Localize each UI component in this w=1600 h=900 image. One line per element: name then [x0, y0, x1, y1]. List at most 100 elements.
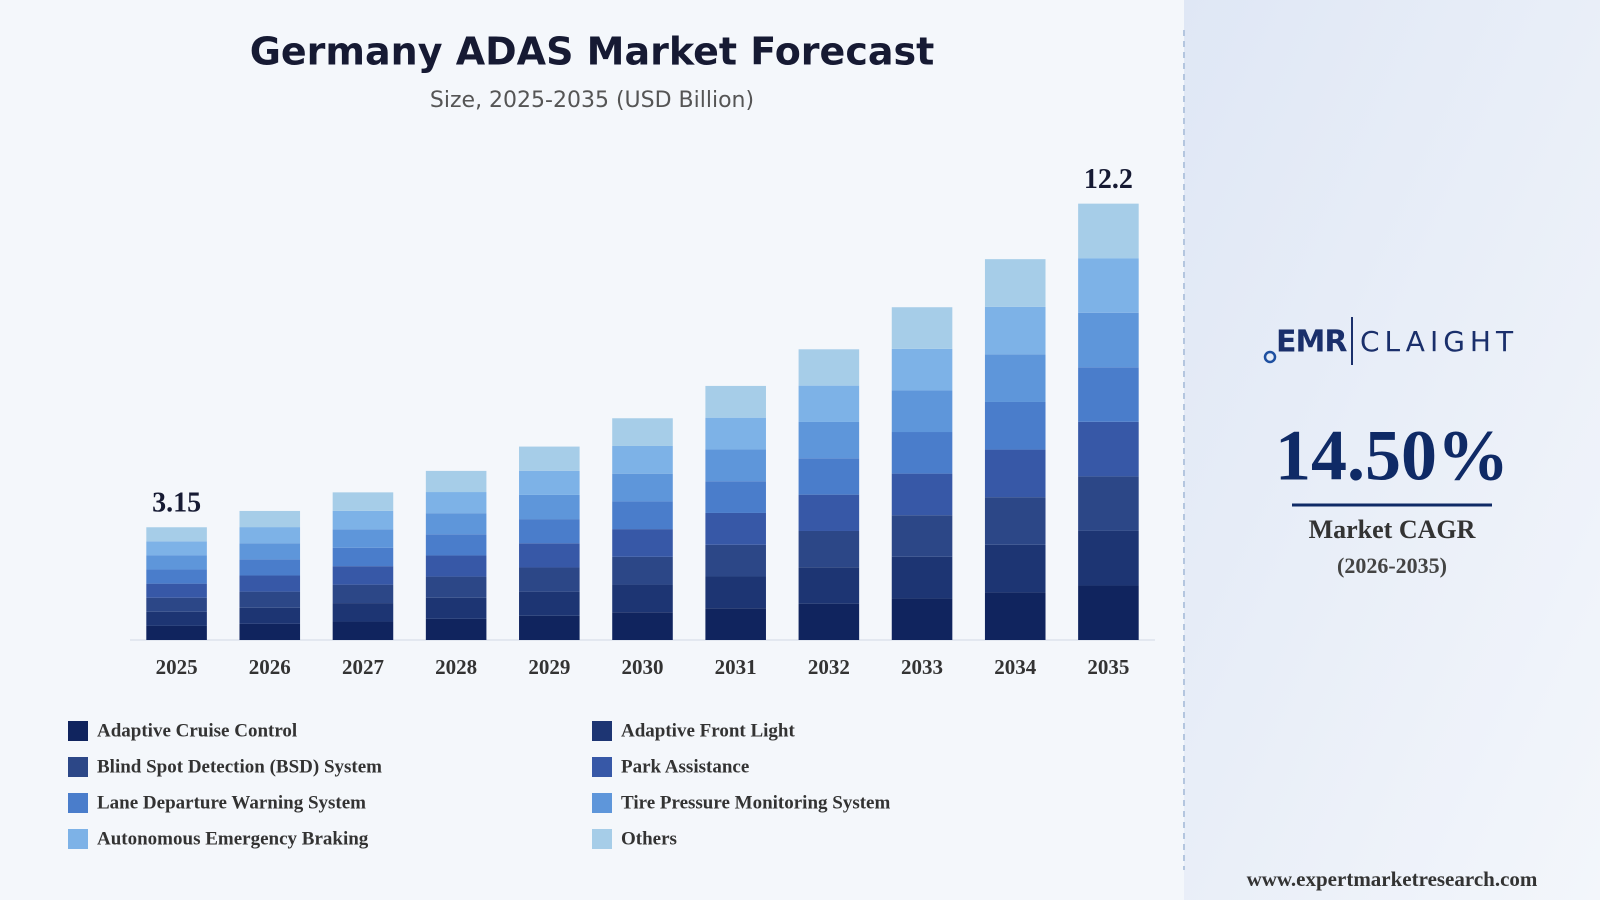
legend-label: Adaptive Front Light — [621, 720, 796, 741]
bar-segment — [705, 512, 766, 545]
bar-segment — [239, 543, 301, 560]
bar-segment — [798, 458, 860, 495]
bar-segment — [891, 390, 953, 433]
bar-segment — [984, 259, 1046, 307]
bar-segment — [332, 621, 394, 640]
chart-title: Germany ADAS Market Forecast — [250, 30, 935, 74]
legend-swatch — [592, 793, 612, 813]
bar-segment — [612, 584, 673, 613]
bar-segment — [984, 592, 1046, 640]
bar-segment — [612, 612, 673, 640]
bar-segment — [332, 492, 394, 511]
bar-segment — [146, 625, 207, 640]
legend-swatch — [68, 757, 88, 777]
bar-segment — [1078, 203, 1139, 259]
bar-segment — [332, 510, 394, 530]
bar-segment — [146, 527, 207, 542]
bar-segment — [1078, 476, 1139, 531]
logo-dot — [1263, 350, 1277, 364]
bar-segment — [425, 492, 487, 514]
bar-segment — [705, 608, 766, 640]
legend-label: Blind Spot Detection (BSD) System — [97, 756, 382, 777]
bar-segment — [239, 527, 301, 544]
bar-segment — [146, 569, 207, 584]
bar-segment — [425, 534, 487, 556]
bar-segment — [798, 421, 860, 459]
bar-segment — [798, 603, 860, 640]
x-tick-label: 2035 — [1087, 655, 1129, 679]
bar-segment — [705, 481, 766, 513]
bar-segment — [146, 611, 207, 626]
bar-segment — [519, 494, 580, 520]
bar-segment — [984, 306, 1046, 355]
bar-segment — [984, 497, 1046, 545]
cagr-period: (2026-2035) — [1337, 553, 1447, 578]
bar-segment — [519, 470, 580, 495]
bar-segment — [612, 501, 673, 530]
x-tick-label: 2032 — [808, 655, 850, 679]
bar-segment — [519, 567, 580, 592]
bar-segment — [984, 544, 1046, 593]
bar-segment — [798, 349, 860, 386]
bar-segment — [146, 541, 207, 556]
logo-right: CLAIGHT — [1360, 325, 1518, 358]
bar-segment — [332, 566, 394, 585]
website: www.expertmarketresearch.com — [1247, 867, 1538, 891]
bar-segment — [1078, 585, 1139, 640]
bar-segment — [891, 348, 953, 391]
bar-segment — [239, 607, 301, 624]
bar-segment — [612, 445, 673, 474]
bar-segment — [519, 519, 580, 544]
x-tick-label: 2030 — [622, 655, 664, 679]
legend-label: Park Assistance — [621, 756, 749, 777]
bar-segment — [425, 470, 487, 493]
bar-segment — [798, 385, 860, 422]
total-label: 12.2 — [1084, 164, 1133, 195]
bar-segment — [519, 543, 580, 568]
side-panel — [1184, 0, 1600, 900]
bar-segment — [705, 449, 766, 482]
legend-label: Others — [621, 828, 677, 849]
bar-segment — [891, 432, 953, 474]
bar-segment — [146, 555, 207, 570]
bar-segment — [146, 583, 207, 598]
legend-label: Autonomous Emergency Braking — [97, 828, 369, 849]
chart-subtitle: Size, 2025-2035 (USD Billion) — [430, 88, 754, 113]
bar-segment — [1078, 367, 1139, 422]
legend-swatch — [592, 721, 612, 741]
bar-segment — [891, 307, 953, 349]
legend-swatch — [68, 793, 88, 813]
bar-segment — [239, 510, 301, 528]
x-tick-label: 2025 — [156, 655, 198, 679]
legend-label: Adaptive Cruise Control — [97, 720, 297, 741]
x-tick-label: 2028 — [435, 655, 477, 679]
cagr-label: Market CAGR — [1309, 515, 1476, 544]
total-label: 3.15 — [152, 488, 201, 519]
x-tick-label: 2029 — [528, 655, 570, 679]
bar-segment — [425, 576, 487, 598]
bar-segment — [519, 615, 580, 640]
logo: EMR CLAIGHT — [1263, 317, 1518, 365]
bar-segment — [891, 515, 953, 557]
legend-swatch — [68, 721, 88, 741]
bar-segment — [891, 598, 953, 640]
bar-segment — [425, 597, 487, 619]
legend-label: Tire Pressure Monitoring System — [621, 792, 890, 813]
bar-segment — [798, 567, 860, 604]
bar-segment — [1078, 312, 1139, 368]
bar-segment — [425, 555, 487, 577]
bar-segment — [798, 530, 860, 568]
legend-label: Lane Departure Warning System — [97, 792, 366, 813]
x-tick-label: 2026 — [249, 655, 291, 679]
bar-segment — [146, 597, 207, 612]
bar-segment — [239, 559, 301, 576]
bar-segment — [332, 603, 394, 622]
bar-segment — [705, 544, 766, 577]
bar-segment — [984, 449, 1046, 498]
bar-segment — [332, 584, 394, 604]
bar-segment — [519, 446, 580, 471]
bar-segment — [239, 591, 301, 608]
bar-segment — [519, 591, 580, 616]
bar-segment — [1078, 530, 1139, 586]
bar-segment — [705, 417, 766, 450]
